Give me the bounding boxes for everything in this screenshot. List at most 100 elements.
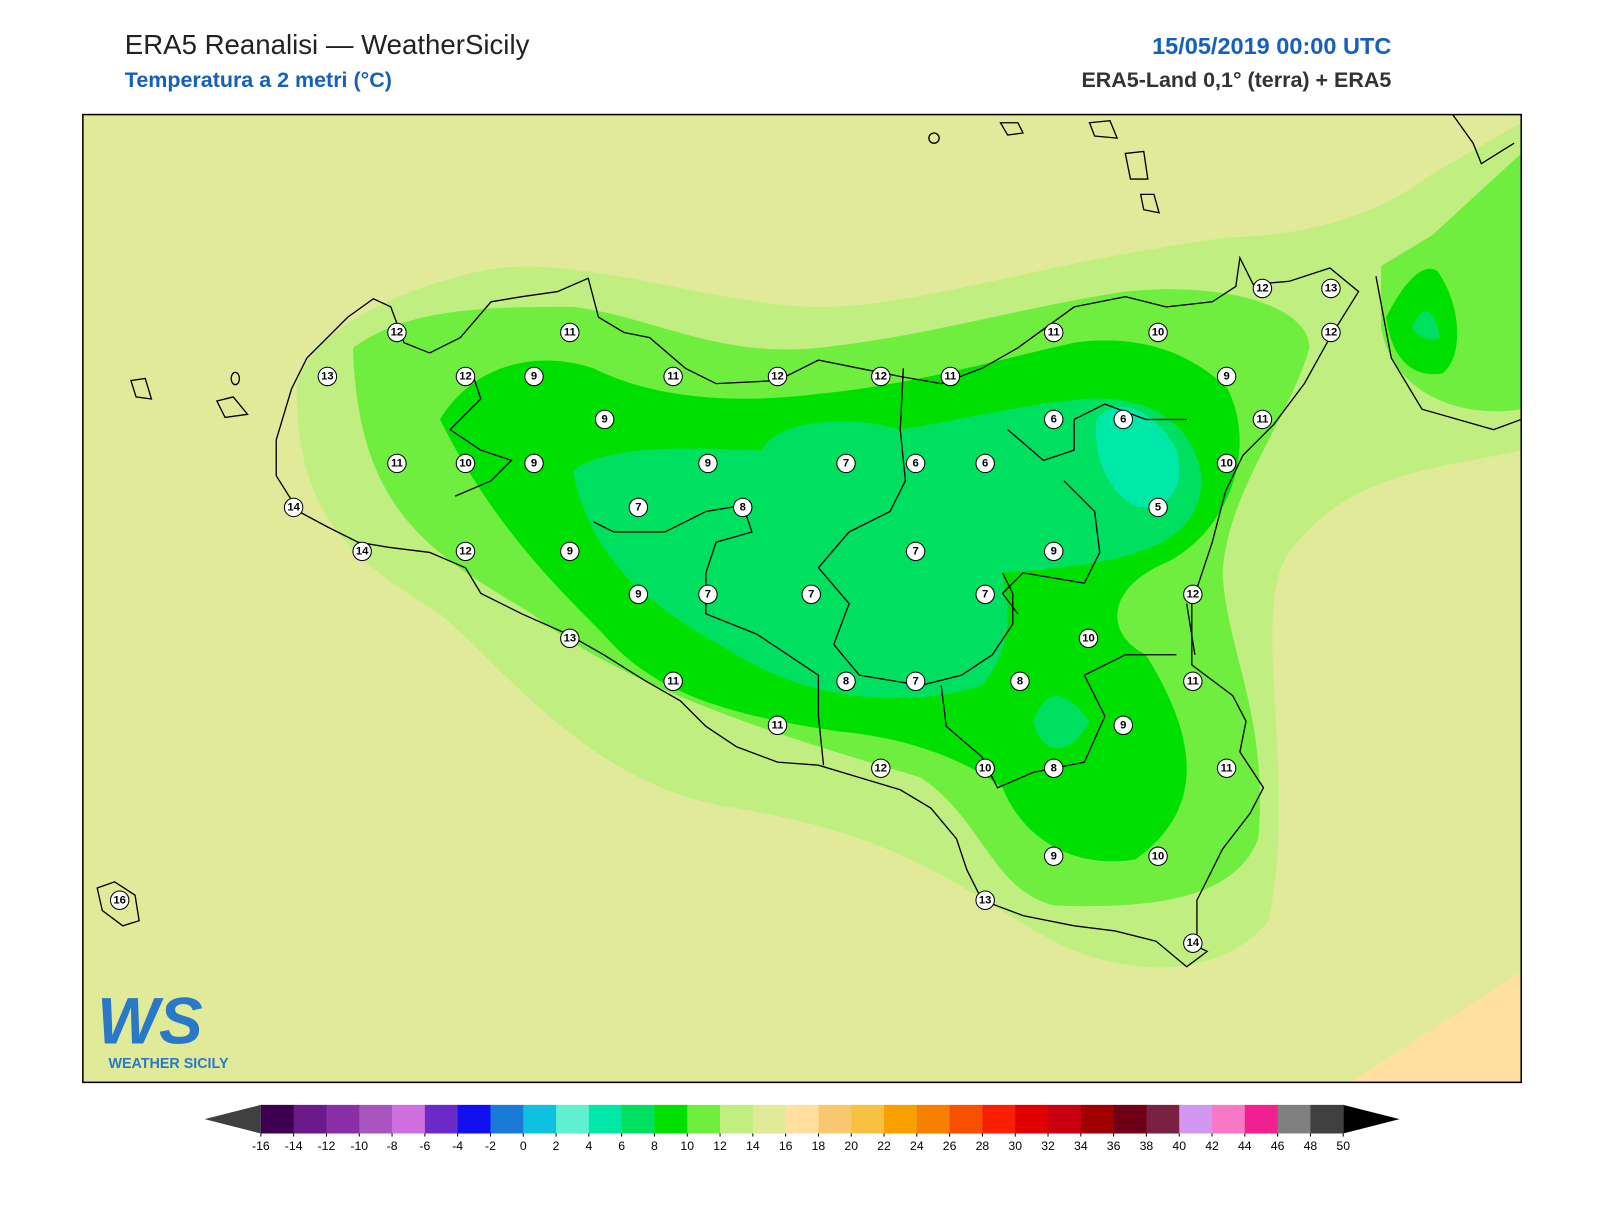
station-value: 7 <box>705 588 711 600</box>
colorbar-swatch <box>1113 1104 1147 1134</box>
colorbar-swatch <box>1179 1104 1213 1134</box>
station-value: 13 <box>979 894 992 906</box>
station-value: 9 <box>1223 370 1229 382</box>
colorbar-swatch <box>1310 1104 1344 1134</box>
station-marker <box>1148 497 1168 518</box>
station-value: 10 <box>1220 457 1233 469</box>
colorbar-tick-label: 12 <box>713 1139 727 1153</box>
station-value: 10 <box>459 457 472 469</box>
station-marker <box>905 541 926 562</box>
colorbar-tick-label: 2 <box>553 1139 560 1153</box>
station-value: 12 <box>459 545 472 557</box>
colorbar-tick-label: 16 <box>779 1139 793 1153</box>
station-value: 13 <box>1325 282 1338 294</box>
station-value: 7 <box>982 588 988 600</box>
station-value: 8 <box>1051 762 1057 774</box>
colorbar-tick-label: 34 <box>1074 1139 1088 1153</box>
station-marker <box>1043 541 1064 562</box>
station-value: 6 <box>1051 413 1057 425</box>
station-value: 9 <box>531 370 537 382</box>
station-marker <box>836 453 856 474</box>
colorbar-swatch <box>916 1104 951 1134</box>
station-marker <box>1148 322 1168 343</box>
station-marker <box>352 541 372 562</box>
station-value: 11 <box>667 675 679 687</box>
station-marker <box>940 366 961 387</box>
colorbar-swatch <box>1146 1104 1180 1134</box>
colorbar-tick-label: 46 <box>1271 1139 1285 1153</box>
colorbar: -16 -14 -12 -10 -8 -6 -4 -2 0 2 4 6 8 10 12 14 16 18 20 22 2… <box>204 1104 1400 1153</box>
colorbar-tick-label: -2 <box>485 1139 496 1153</box>
colorbar-swatch <box>1212 1104 1246 1134</box>
station-marker <box>387 322 407 343</box>
colorbar-swatch <box>720 1104 754 1134</box>
station-marker <box>975 758 995 779</box>
station-marker <box>767 366 788 387</box>
colorbar-tick-label: -10 <box>350 1139 368 1153</box>
colorbar-swatch <box>260 1104 295 1134</box>
station-value: 12 <box>391 326 404 338</box>
station-marker <box>1183 933 1203 953</box>
station-marker <box>1183 584 1203 605</box>
colorbar-tick-label: -6 <box>419 1139 430 1153</box>
station-marker <box>1043 758 1064 779</box>
station-marker <box>767 715 788 736</box>
station-marker <box>698 453 718 474</box>
station-marker <box>1043 322 1064 343</box>
station-value: 11 <box>391 457 403 469</box>
station-value: 12 <box>875 370 888 382</box>
station-value: 9 <box>1120 719 1126 731</box>
colorbar-swatch <box>687 1104 721 1134</box>
stations: 12 11 13 12 9 11 12 12 11 11 10 12 13 12 9 11 9 6 6 11 10 9 9 7… <box>109 278 1341 953</box>
colorbar-tick-label: 42 <box>1205 1139 1219 1153</box>
colorbar-swatch <box>1048 1104 1082 1134</box>
station-value: 7 <box>635 501 641 513</box>
station-value: 10 <box>1082 632 1095 644</box>
station-value: 13 <box>564 632 577 644</box>
colorbar-swatch <box>982 1104 1016 1134</box>
station-marker <box>732 497 753 518</box>
colorbar-swatch <box>392 1104 426 1134</box>
colorbar-swatch <box>621 1104 655 1134</box>
colorbar-swatch <box>654 1104 688 1134</box>
colorbar-swatch <box>1015 1104 1049 1134</box>
colorbar-swatch <box>785 1104 819 1134</box>
station-marker <box>1113 715 1133 736</box>
station-marker <box>109 890 130 910</box>
station-marker <box>594 409 615 430</box>
colorbar-tick-label: 44 <box>1238 1139 1252 1153</box>
logo-mark: WS <box>97 984 202 1057</box>
station-value: 7 <box>912 675 918 687</box>
source: ERA5-Land 0,1° (terra) + ERA5 <box>1081 68 1391 92</box>
colorbar-swatch <box>1277 1104 1311 1134</box>
station-value: 13 <box>321 370 334 382</box>
colorbar-tick-label: 24 <box>910 1139 924 1153</box>
colorbar-swatch <box>359 1104 393 1134</box>
colorbar-tick-label: 22 <box>877 1139 891 1153</box>
colorbar-tick-label: 26 <box>943 1139 957 1153</box>
map-frame <box>82 113 1522 1084</box>
station-marker <box>1216 366 1237 387</box>
station-marker <box>975 453 995 474</box>
station-value: 12 <box>1325 326 1338 338</box>
station-value: 11 <box>1256 413 1268 425</box>
field-16-18 <box>1350 971 1522 1083</box>
station-marker <box>455 541 476 562</box>
colorbar-tick-label: 10 <box>680 1139 694 1153</box>
station-marker <box>698 584 718 605</box>
station-value: 12 <box>1187 588 1200 600</box>
station-value: 9 <box>1051 850 1057 862</box>
colorbar-tick-label: 14 <box>746 1139 760 1153</box>
station-marker <box>1252 409 1273 430</box>
colorbar-tick-label: -12 <box>318 1139 336 1153</box>
station-value: 8 <box>740 501 746 513</box>
colorbar-tick-label: 4 <box>585 1139 592 1153</box>
station-marker <box>1043 409 1064 430</box>
station-marker <box>283 497 304 518</box>
station-marker <box>1252 278 1273 299</box>
station-value: 10 <box>979 762 992 774</box>
colorbar-swatch <box>1080 1104 1115 1134</box>
colorbar-swatch <box>752 1104 787 1134</box>
station-value: 14 <box>287 501 300 513</box>
station-value: 9 <box>1051 545 1057 557</box>
